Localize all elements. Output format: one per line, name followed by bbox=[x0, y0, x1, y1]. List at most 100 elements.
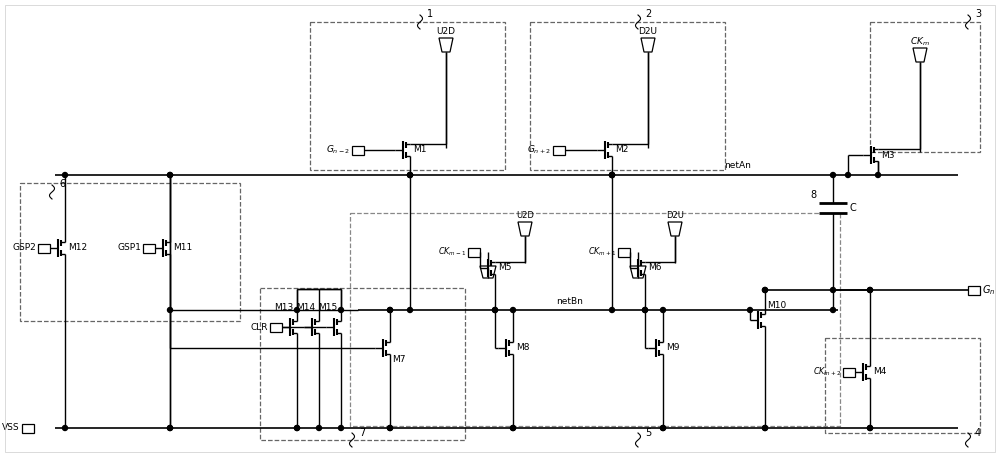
Text: netAn: netAn bbox=[725, 161, 751, 170]
Circle shape bbox=[408, 172, 413, 177]
Circle shape bbox=[660, 425, 666, 430]
Bar bbox=[20, 183, 240, 321]
Text: VSS: VSS bbox=[2, 424, 20, 432]
Text: 7: 7 bbox=[359, 428, 365, 438]
Text: M4: M4 bbox=[873, 367, 886, 377]
Bar bbox=[352, 145, 364, 154]
Circle shape bbox=[868, 425, 872, 430]
Bar bbox=[843, 367, 855, 377]
Circle shape bbox=[168, 308, 173, 313]
Circle shape bbox=[868, 287, 872, 292]
Text: M2: M2 bbox=[615, 145, 628, 154]
Text: $CK_{m+1}$: $CK_{m+1}$ bbox=[588, 246, 616, 258]
Circle shape bbox=[642, 308, 648, 313]
Text: U2D: U2D bbox=[516, 212, 534, 220]
Text: 6: 6 bbox=[59, 179, 65, 189]
Circle shape bbox=[660, 308, 666, 313]
Circle shape bbox=[763, 425, 768, 430]
Bar bbox=[530, 22, 725, 170]
Circle shape bbox=[846, 172, 850, 177]
Text: U2D: U2D bbox=[436, 27, 456, 37]
Circle shape bbox=[511, 425, 516, 430]
Text: GSP1: GSP1 bbox=[117, 244, 141, 253]
Circle shape bbox=[763, 425, 768, 430]
Text: $CK_m$: $CK_m$ bbox=[910, 36, 930, 48]
Circle shape bbox=[294, 425, 300, 430]
Bar bbox=[968, 286, 980, 294]
Text: D2U: D2U bbox=[666, 212, 684, 220]
Circle shape bbox=[316, 425, 322, 430]
Bar bbox=[350, 213, 840, 426]
Circle shape bbox=[168, 425, 173, 430]
Bar bbox=[553, 145, 565, 154]
Circle shape bbox=[610, 172, 614, 177]
Text: $CK_{m-1}$: $CK_{m-1}$ bbox=[438, 246, 466, 258]
Text: M5: M5 bbox=[498, 264, 512, 272]
Text: $CK_{m+2}$: $CK_{m+2}$ bbox=[813, 366, 841, 378]
Circle shape bbox=[610, 308, 614, 313]
Text: 4: 4 bbox=[975, 428, 981, 438]
Bar bbox=[38, 244, 50, 253]
Text: M1: M1 bbox=[413, 145, 426, 154]
Circle shape bbox=[830, 308, 836, 313]
Bar bbox=[870, 22, 980, 152]
Circle shape bbox=[168, 172, 173, 177]
Text: 8: 8 bbox=[810, 190, 816, 200]
Circle shape bbox=[388, 425, 392, 430]
Circle shape bbox=[763, 287, 768, 292]
Circle shape bbox=[492, 308, 498, 313]
Text: M3: M3 bbox=[881, 150, 895, 159]
Text: $G_{n-2}$: $G_{n-2}$ bbox=[326, 144, 350, 156]
Text: GSP2: GSP2 bbox=[12, 244, 36, 253]
Circle shape bbox=[408, 172, 413, 177]
Text: M9: M9 bbox=[666, 344, 680, 352]
Circle shape bbox=[62, 172, 68, 177]
Circle shape bbox=[294, 308, 300, 313]
Circle shape bbox=[62, 425, 68, 430]
Circle shape bbox=[388, 425, 392, 430]
Circle shape bbox=[868, 287, 872, 292]
Circle shape bbox=[511, 308, 516, 313]
Circle shape bbox=[830, 172, 836, 177]
Circle shape bbox=[408, 172, 413, 177]
Text: $G_{n+2}$: $G_{n+2}$ bbox=[527, 144, 551, 156]
Circle shape bbox=[388, 308, 392, 313]
Text: M11: M11 bbox=[173, 244, 192, 253]
Circle shape bbox=[511, 425, 516, 430]
Text: D2U: D2U bbox=[639, 27, 658, 37]
Text: $G_n$: $G_n$ bbox=[982, 283, 995, 297]
Circle shape bbox=[868, 425, 872, 430]
Circle shape bbox=[642, 308, 648, 313]
Bar bbox=[260, 288, 465, 440]
Circle shape bbox=[168, 172, 173, 177]
Text: C: C bbox=[850, 203, 856, 213]
Text: M14: M14 bbox=[296, 303, 316, 312]
Text: 1: 1 bbox=[427, 9, 433, 19]
Text: 2: 2 bbox=[645, 9, 651, 19]
Text: M13: M13 bbox=[274, 303, 294, 312]
Text: M10: M10 bbox=[767, 302, 786, 310]
Circle shape bbox=[492, 308, 498, 313]
Text: CLR: CLR bbox=[250, 323, 268, 331]
Circle shape bbox=[660, 425, 666, 430]
Text: 3: 3 bbox=[975, 9, 981, 19]
Text: M7: M7 bbox=[392, 356, 406, 365]
Circle shape bbox=[748, 308, 753, 313]
Bar bbox=[270, 323, 282, 331]
Circle shape bbox=[610, 172, 614, 177]
Circle shape bbox=[830, 287, 836, 292]
Circle shape bbox=[876, 172, 881, 177]
Circle shape bbox=[610, 172, 614, 177]
Circle shape bbox=[388, 308, 392, 313]
Bar bbox=[468, 248, 480, 256]
Text: 5: 5 bbox=[645, 428, 651, 438]
Text: M8: M8 bbox=[516, 344, 530, 352]
Circle shape bbox=[338, 308, 344, 313]
Text: M6: M6 bbox=[648, 264, 662, 272]
Text: M12: M12 bbox=[68, 244, 87, 253]
Bar bbox=[618, 248, 630, 256]
Circle shape bbox=[408, 308, 413, 313]
Bar bbox=[310, 22, 505, 170]
Bar bbox=[825, 338, 980, 433]
Circle shape bbox=[168, 425, 173, 430]
